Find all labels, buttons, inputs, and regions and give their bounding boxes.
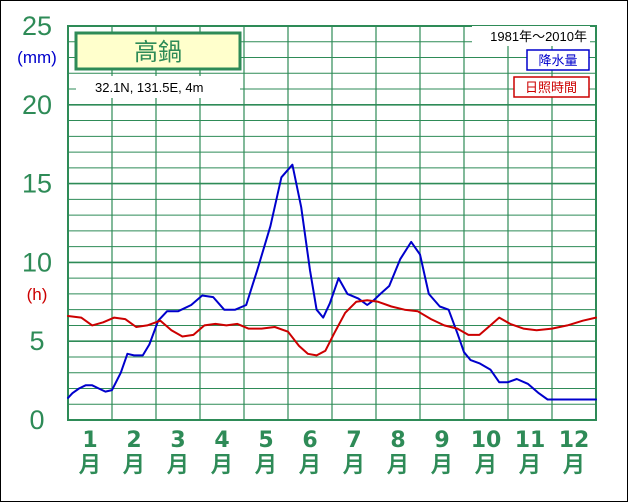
x-tick-month-suffix: 月 [254,453,277,478]
y-tick-label: 10 [22,247,52,277]
title-box [74,31,242,71]
x-tick-month-suffix: 月 [386,453,409,478]
x-tick-month-suffix: 月 [122,453,145,478]
precip-unit-label: (mm) [17,48,57,67]
y-tick-label: 15 [22,169,52,199]
x-tick-month-number: 5 [258,428,273,453]
x-tick-month-number: 8 [390,428,405,453]
y-tick-label: 25 [22,11,52,41]
series-lines [67,163,597,401]
legend-sunshine-label: 日照時間 [525,81,577,96]
x-tick-month-number: 6 [302,428,317,453]
x-tick-month-number: 3 [170,428,185,453]
x-tick-month-suffix: 月 [78,453,101,478]
y-tick-label: 0 [29,405,44,435]
period-box [472,26,590,46]
x-tick-month-number: 9 [434,428,449,453]
x-tick-month-suffix: 月 [342,453,365,478]
x-tick-month-number: 7 [346,428,361,453]
sunshine-line [67,299,597,357]
legend-precip [526,49,590,71]
x-tick-month-suffix: 月 [430,453,453,478]
y-tick-label: 20 [22,90,52,120]
y-tick-label: 5 [29,326,44,356]
x-tick-month-suffix: 月 [166,453,189,478]
station-name: 高鍋 [134,38,182,66]
x-tick-month-number: 2 [126,428,141,453]
x-tick-month-suffix: 月 [298,453,321,478]
x-tick-month-suffix: 月 [474,453,497,478]
x-tick-month-suffix: 月 [518,453,541,478]
x-tick-month-number: 12 [559,428,590,453]
y-axis-ticks: 0 5 10 15 20 25 [22,11,52,435]
x-tick-month-number: 1 [82,428,97,453]
period-label: 1981年〜2010年 [490,29,587,44]
x-tick-month-suffix: 月 [562,453,585,478]
x-tick-month-suffix: 月 [210,453,233,478]
legend-precip-label: 降水量 [538,54,577,69]
x-tick-month-number: 10 [471,428,502,453]
legend-sunshine [513,76,590,98]
location-box [76,76,240,98]
x-tick-month-number: 4 [214,428,229,453]
x-tick-month-number: 11 [515,428,546,453]
station-location: 32.1N, 131.5E, 4m [95,80,203,95]
sunshine-unit-label: (h) [27,285,48,304]
precip-line [67,163,597,401]
